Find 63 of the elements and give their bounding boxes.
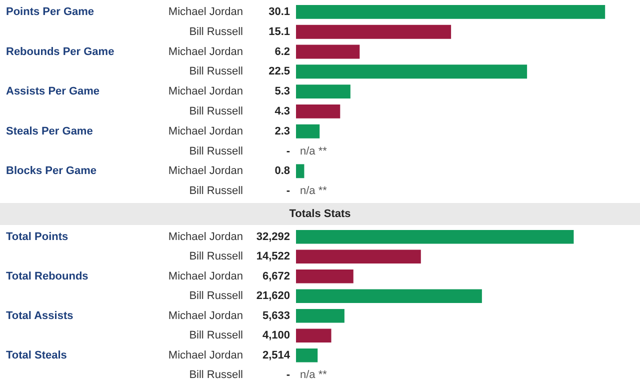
data-label: 4.3 <box>274 105 290 118</box>
text: Points Per Game <box>6 6 94 18</box>
bar <box>296 250 421 264</box>
bar <box>296 269 354 284</box>
y-tick-label: Bill Russell <box>189 369 243 382</box>
text: Blocks Per Game <box>6 165 96 178</box>
text: - <box>286 185 290 198</box>
data-label: 2.3 <box>274 125 290 138</box>
text: Total Steals <box>6 349 67 362</box>
bar <box>296 24 452 39</box>
y-tick-label: Bill Russell <box>189 185 243 198</box>
bar <box>296 4 606 19</box>
y-tick-label: Michael Jordan <box>168 349 243 362</box>
y-tick-label: Bill Russell <box>189 290 243 302</box>
data-label: 22.5 <box>268 66 290 78</box>
bar <box>296 84 350 99</box>
bar <box>296 44 360 59</box>
bar <box>296 104 340 118</box>
y-tick-label: Michael Jordan <box>168 86 243 98</box>
data-label: 6,672 <box>262 270 290 282</box>
text: Assists Per Game <box>6 86 100 98</box>
text: Rebounds Per Game <box>6 46 114 58</box>
y-tick-label: Bill Russell <box>189 26 243 38</box>
text: - <box>286 369 290 382</box>
annotation: n/a ** <box>300 369 328 382</box>
y-tick-label: Michael Jordan <box>168 230 243 243</box>
y-tick-label: Bill Russell <box>189 145 243 158</box>
data-label: 30.1 <box>268 6 290 18</box>
data-label: 5,633 <box>262 310 290 322</box>
y-tick-label: Michael Jordan <box>168 46 243 58</box>
y-tick-label: Bill Russell <box>189 66 243 78</box>
y-tick-label: Bill Russell <box>189 105 243 118</box>
data-label: 14,522 <box>256 250 290 263</box>
data-label: 15.1 <box>268 26 290 38</box>
y-tick-label: Michael Jordan <box>168 310 243 322</box>
bar <box>296 289 482 304</box>
text: - <box>286 145 290 158</box>
data-label: 0.8 <box>274 165 290 178</box>
y-tick-label: Michael Jordan <box>168 6 243 18</box>
data-label: 32,292 <box>256 230 290 243</box>
y-tick-label: Michael Jordan <box>168 165 243 178</box>
text: Steals Per Game <box>6 125 93 138</box>
bar <box>296 164 304 178</box>
data-label: 5.3 <box>274 86 290 98</box>
bar <box>296 230 574 244</box>
text: Total Rebounds <box>6 270 88 282</box>
y-tick-label: Bill Russell <box>189 330 243 342</box>
annotation: n/a ** <box>300 145 328 158</box>
y-tick-label: Michael Jordan <box>168 125 243 138</box>
text: Total Assists <box>6 310 74 322</box>
annotation: n/a ** <box>300 185 328 198</box>
bar <box>296 348 318 362</box>
bar <box>296 308 344 323</box>
data-label: 2,514 <box>262 349 291 362</box>
bar <box>296 328 332 343</box>
y-tick-label: Michael Jordan <box>168 270 243 282</box>
data-label: 21,620 <box>256 290 290 302</box>
data-label: 4,100 <box>262 330 290 342</box>
bar <box>296 64 528 79</box>
data-label: 6.2 <box>274 46 290 58</box>
text: Total Points <box>6 230 68 243</box>
y-tick-label: Bill Russell <box>189 250 243 263</box>
bar <box>296 124 320 138</box>
